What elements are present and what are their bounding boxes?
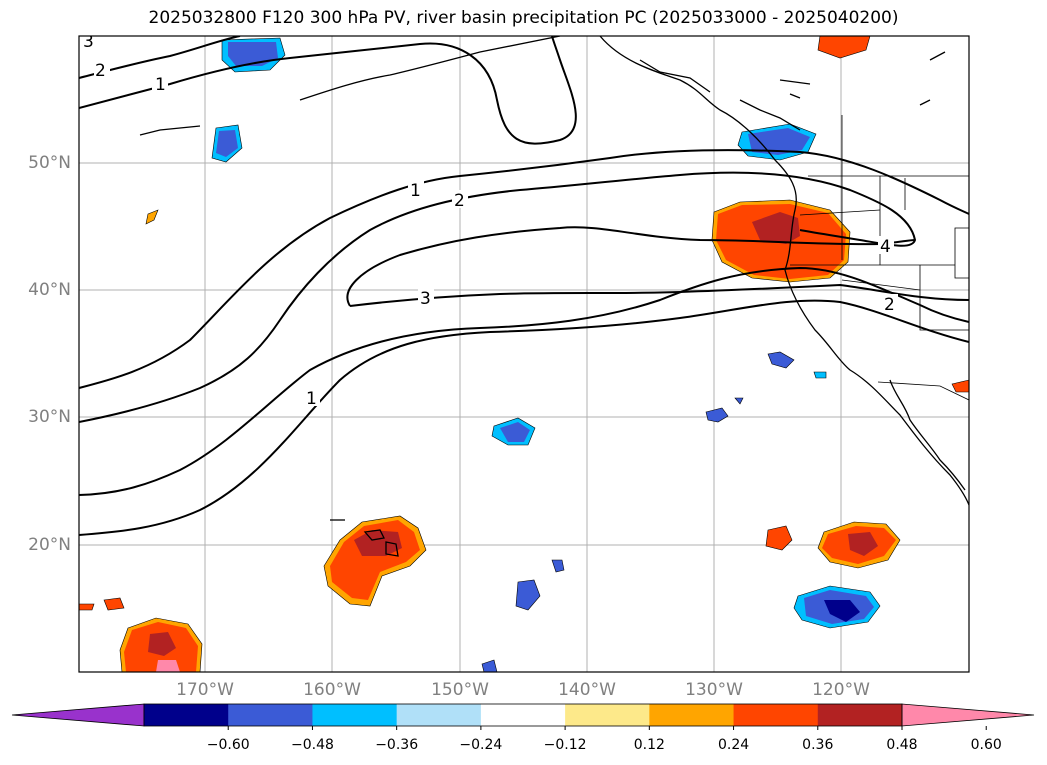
lat-label-30n: 30°N bbox=[28, 407, 71, 427]
colorbar-extend-low bbox=[11, 703, 145, 727]
colorbar-segment bbox=[733, 704, 819, 726]
contour-label: 3 bbox=[83, 32, 94, 52]
pv-contour-1-north bbox=[79, 36, 577, 145]
colorbar-tick-label: 0.36 bbox=[802, 737, 834, 753]
contour-label: 1 bbox=[410, 181, 421, 201]
contour-label: 1 bbox=[306, 389, 317, 409]
lon-label-150w: 150°W bbox=[431, 680, 489, 700]
lat-label-20n: 20°N bbox=[28, 535, 71, 555]
figure-title: 2025032800 F120 300 hPa PV, river basin … bbox=[148, 8, 899, 28]
colorbar-segment bbox=[480, 704, 566, 726]
colorbar-segment bbox=[396, 704, 482, 726]
colorbar-tick-label: −0.24 bbox=[459, 737, 503, 753]
contour-label: 2 bbox=[454, 191, 465, 211]
colorbar-tick-label: 0.12 bbox=[633, 737, 665, 753]
pv-contour-1-main bbox=[79, 149, 969, 389]
colorbar-segment bbox=[649, 704, 735, 726]
colorbar-extend-high bbox=[901, 703, 1035, 727]
map-panel: 2 1 1 2 3 1 4 2 3 bbox=[78, 32, 970, 673]
contour-label: 3 bbox=[420, 289, 431, 309]
lat-label-40n: 40°N bbox=[28, 280, 71, 300]
lon-label-140w: 140°W bbox=[558, 680, 616, 700]
pv-contour-3 bbox=[346, 226, 916, 307]
colorbar-frame bbox=[143, 703, 903, 727]
lat-label-50n: 50°N bbox=[28, 153, 71, 173]
contour-label: 1 bbox=[155, 75, 166, 95]
contour-label: 4 bbox=[880, 237, 891, 257]
colorbar-segment bbox=[565, 704, 650, 726]
pv-contour-labels: 2 1 1 2 3 1 4 2 3 bbox=[82, 32, 898, 409]
colorbar-tick-label: −0.60 bbox=[206, 737, 250, 753]
coastlines bbox=[139, 36, 969, 557]
colorbar-tick-label: −0.12 bbox=[543, 737, 587, 753]
pv-contour-2-lower bbox=[79, 266, 969, 496]
colorbar-tick-label: 0.60 bbox=[970, 737, 1002, 753]
colorbar-segment bbox=[228, 704, 313, 726]
colorbar-tick-label: −0.36 bbox=[375, 737, 419, 753]
pv-contour-1-lower bbox=[79, 299, 969, 536]
map-frame bbox=[78, 35, 970, 673]
lon-label-160w: 160°W bbox=[303, 680, 361, 700]
colorbar-segment bbox=[817, 704, 903, 726]
colorbar-tick-label: −0.48 bbox=[290, 737, 334, 753]
colorbar bbox=[11, 703, 1035, 730]
colorbar-tick-label: 0.48 bbox=[886, 737, 918, 753]
colorbar-tick-label: 0.24 bbox=[717, 737, 750, 753]
pv-contours bbox=[79, 36, 969, 536]
lon-label-170w: 170°W bbox=[176, 680, 234, 700]
contour-label: 2 bbox=[884, 295, 895, 315]
contour-label: 2 bbox=[95, 61, 106, 81]
colorbar-segment bbox=[144, 704, 229, 726]
lon-label-120w: 120°W bbox=[812, 680, 870, 700]
colorbar-segment bbox=[312, 704, 398, 726]
lon-label-130w: 130°W bbox=[685, 680, 743, 700]
